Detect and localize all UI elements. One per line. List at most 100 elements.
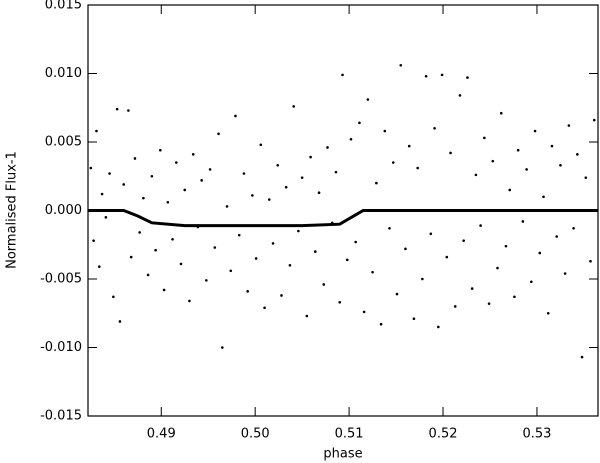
data-point <box>92 239 95 242</box>
data-point <box>496 266 499 270</box>
data-point <box>379 322 383 326</box>
data-point <box>407 144 411 148</box>
data-point <box>118 320 122 323</box>
data-point <box>251 194 254 197</box>
data-point <box>395 292 399 296</box>
data-point <box>138 231 141 234</box>
y-tick-label: 0.000 <box>45 203 82 218</box>
data-point <box>516 148 520 152</box>
data-point <box>166 200 170 204</box>
data-point <box>305 314 309 318</box>
data-point <box>292 105 295 108</box>
data-point <box>504 244 508 248</box>
data-point <box>221 346 224 349</box>
data-point <box>404 247 407 251</box>
data-point <box>341 73 344 77</box>
data-point <box>483 136 486 140</box>
data-point <box>433 127 436 130</box>
data-point <box>183 188 187 192</box>
data-point <box>188 299 191 303</box>
data-point <box>546 311 550 315</box>
data-point <box>104 216 108 219</box>
data-point <box>366 98 370 101</box>
data-point <box>259 143 263 147</box>
data-point <box>555 235 558 238</box>
data-point <box>338 300 342 304</box>
data-point <box>162 288 166 292</box>
y-tick-label: -0.015 <box>40 409 82 424</box>
data-point <box>254 257 258 260</box>
data-point <box>487 302 491 305</box>
data-point <box>127 109 130 112</box>
y-tick-label: -0.010 <box>40 340 82 355</box>
data-point <box>146 273 150 277</box>
x-axis-label: phase <box>323 447 362 462</box>
data-point <box>280 294 283 297</box>
x-tick-label: 0.50 <box>241 427 270 442</box>
data-point <box>100 192 104 196</box>
data-point <box>288 264 292 267</box>
data-point <box>530 280 533 284</box>
data-point <box>580 355 584 359</box>
y-axis-label: Normalised Flux-1 <box>5 151 20 269</box>
data-point <box>133 157 137 160</box>
data-point <box>358 121 361 125</box>
data-point <box>122 183 125 186</box>
data-point <box>563 272 567 275</box>
data-point <box>525 168 528 171</box>
data-point <box>263 306 266 310</box>
data-point <box>271 242 275 245</box>
data-point <box>470 287 474 290</box>
data-point <box>89 166 93 170</box>
data-point <box>416 166 419 170</box>
data-point <box>115 107 119 111</box>
data-point <box>589 259 592 263</box>
data-point <box>97 265 101 268</box>
data-point <box>462 239 465 242</box>
data-point <box>234 114 237 118</box>
data-point <box>391 161 395 164</box>
data-point <box>375 181 378 185</box>
data-point <box>567 124 571 127</box>
data-point <box>237 233 241 237</box>
data-point <box>584 176 588 179</box>
data-point <box>112 295 115 299</box>
data-point <box>354 240 357 244</box>
data-point <box>242 172 246 175</box>
data-point <box>213 246 217 249</box>
data-point <box>533 129 537 133</box>
data-point <box>572 227 575 230</box>
data-point <box>440 73 444 77</box>
data-point <box>345 258 349 262</box>
data-point <box>284 185 288 189</box>
data-point <box>362 310 366 314</box>
data-point <box>322 283 326 286</box>
x-tick-label: 0.53 <box>522 427 551 442</box>
data-point <box>383 129 387 133</box>
data-point <box>388 227 391 230</box>
y-tick-label: 0.010 <box>45 66 82 81</box>
data-point <box>95 129 98 133</box>
data-point <box>559 163 562 167</box>
data-point <box>474 173 478 177</box>
data-point <box>300 176 304 179</box>
data-point <box>159 148 162 152</box>
data-point <box>349 137 353 141</box>
data-point <box>129 255 133 259</box>
x-tick-label: 0.52 <box>429 427 458 442</box>
data-point <box>142 196 145 200</box>
data-point <box>576 153 579 156</box>
data-point <box>445 255 449 259</box>
data-point <box>399 63 403 67</box>
data-point <box>174 161 178 164</box>
y-tick-label: 0.015 <box>45 0 82 13</box>
data-point <box>267 198 271 201</box>
data-point <box>313 250 317 253</box>
data-point <box>200 179 203 182</box>
data-point <box>479 224 482 227</box>
data-point <box>326 146 329 149</box>
data-point <box>154 248 157 252</box>
data-point <box>453 305 457 308</box>
model-line <box>88 209 598 228</box>
